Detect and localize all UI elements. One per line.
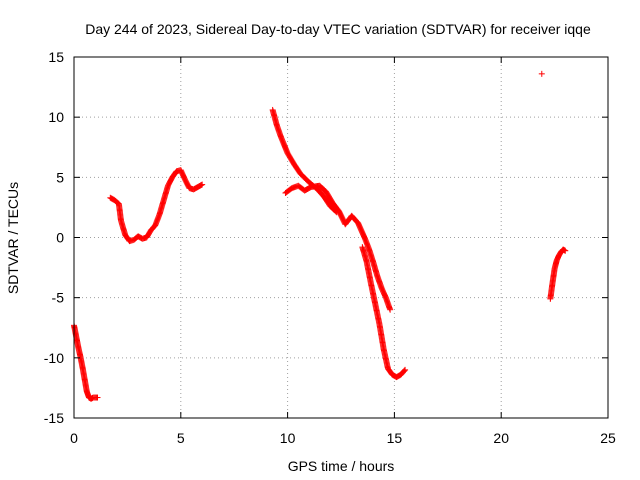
data-point xyxy=(538,70,545,77)
x-tick-labels: 0 5 10 15 20 25 xyxy=(70,430,616,446)
data-point xyxy=(387,306,394,313)
y-tick-label: -5 xyxy=(52,290,65,306)
data-point xyxy=(562,247,569,254)
x-tick-label: 20 xyxy=(493,430,509,446)
x-tick-label: 0 xyxy=(70,430,78,446)
x-tick-label: 25 xyxy=(600,430,616,446)
chart-title: Day 244 of 2023, Sidereal Day-to-day VTE… xyxy=(85,21,591,37)
data-point xyxy=(402,366,409,373)
data-point xyxy=(199,181,206,188)
y-tick-label: 15 xyxy=(48,49,64,65)
y-tick-label: 10 xyxy=(48,109,64,125)
y-axis-label: SDTVAR / TECUs xyxy=(5,182,21,294)
y-tick-label: -10 xyxy=(44,350,64,366)
x-tick-label: 5 xyxy=(177,430,185,446)
data-points xyxy=(71,70,569,402)
x-tick-label: 15 xyxy=(387,430,403,446)
y-tick-labels: -15 -10 -5 0 5 10 15 xyxy=(44,49,64,426)
y-tick-label: -15 xyxy=(44,410,64,426)
y-tick-label: 5 xyxy=(56,169,64,185)
grid-lines xyxy=(74,57,608,418)
data-point xyxy=(94,394,101,401)
plot-border xyxy=(73,56,609,419)
x-axis-label: GPS time / hours xyxy=(288,458,395,474)
y-tick-label: 0 xyxy=(56,230,64,246)
data-point xyxy=(401,367,408,374)
x-tick-label: 10 xyxy=(280,430,296,446)
